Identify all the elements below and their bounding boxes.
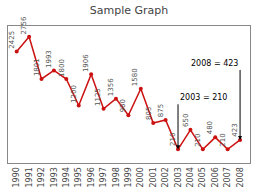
svg-text:2003 = 210: 2003 = 210 <box>180 93 227 102</box>
svg-text:Sample Graph: Sample Graph <box>90 4 169 17</box>
svg-text:210: 210 <box>194 133 202 146</box>
svg-text:1997: 1997 <box>99 167 108 187</box>
svg-text:1356: 1356 <box>107 78 115 96</box>
svg-text:1992: 1992 <box>37 167 46 187</box>
svg-text:2007: 2007 <box>223 167 232 187</box>
svg-text:1801: 1801 <box>33 58 41 76</box>
svg-text:2004: 2004 <box>186 167 195 187</box>
svg-text:2001: 2001 <box>149 167 158 187</box>
svg-text:1996: 1996 <box>87 167 96 187</box>
svg-text:2003: 2003 <box>174 167 183 187</box>
svg-text:2008 = 423: 2008 = 423 <box>191 59 238 68</box>
svg-text:2756: 2756 <box>20 16 28 34</box>
svg-text:210: 210 <box>169 133 177 146</box>
svg-text:1994: 1994 <box>62 167 71 187</box>
svg-text:1991: 1991 <box>25 167 34 187</box>
svg-text:1800: 1800 <box>58 59 66 77</box>
svg-text:805: 805 <box>145 107 153 120</box>
svg-text:875: 875 <box>157 104 165 117</box>
svg-text:1998: 1998 <box>112 167 121 187</box>
svg-text:2425: 2425 <box>8 31 16 49</box>
svg-text:650: 650 <box>182 114 190 127</box>
svg-text:2000: 2000 <box>136 167 145 187</box>
svg-text:1906: 1906 <box>82 54 90 72</box>
svg-text:1993: 1993 <box>45 50 53 68</box>
svg-text:1200: 1200 <box>70 85 78 103</box>
svg-text:1995: 1995 <box>74 167 83 187</box>
svg-text:980: 980 <box>119 99 127 112</box>
svg-text:1990: 1990 <box>12 167 21 187</box>
svg-text:1999: 1999 <box>124 167 133 187</box>
svg-text:1580: 1580 <box>131 68 139 86</box>
svg-text:1125: 1125 <box>94 88 102 106</box>
svg-text:2008: 2008 <box>236 167 245 187</box>
svg-text:1993: 1993 <box>50 167 59 187</box>
svg-text:2002: 2002 <box>161 167 170 187</box>
svg-text:210: 210 <box>219 133 227 146</box>
svg-text:480: 480 <box>206 121 214 134</box>
svg-text:2006: 2006 <box>211 167 220 187</box>
svg-text:2005: 2005 <box>198 167 207 187</box>
svg-text:423: 423 <box>231 123 239 136</box>
